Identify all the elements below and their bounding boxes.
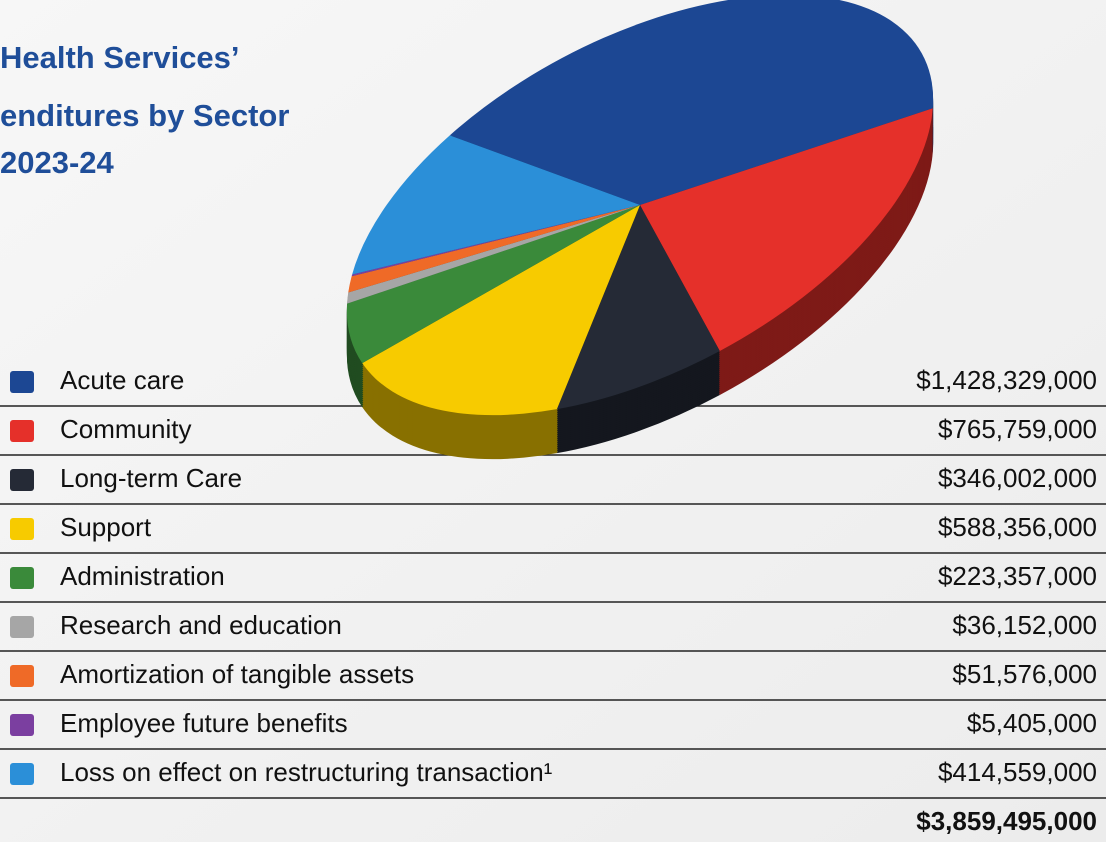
category-label: Support bbox=[60, 512, 152, 542]
legend-swatch bbox=[10, 763, 34, 785]
category-label: Administration bbox=[60, 561, 225, 591]
pie-slice bbox=[362, 205, 640, 416]
category-label: Research and education bbox=[60, 610, 342, 640]
category-label: Acute care bbox=[60, 365, 184, 395]
pie-slice bbox=[346, 205, 640, 364]
value-label: $36,152,000 bbox=[952, 610, 1097, 640]
value-label: $414,559,000 bbox=[938, 757, 1097, 787]
value-label: $223,357,000 bbox=[938, 561, 1097, 591]
category-label: Employee future benefits bbox=[60, 708, 348, 738]
pie-slice bbox=[556, 205, 720, 410]
value-label: $346,002,000 bbox=[938, 463, 1097, 493]
category-label: Community bbox=[60, 414, 191, 444]
legend-swatch bbox=[10, 567, 34, 589]
title-line: Health Services’ bbox=[0, 40, 240, 75]
pie bbox=[346, 0, 934, 460]
legend-swatch bbox=[10, 469, 34, 491]
value-label: $1,428,329,000 bbox=[916, 365, 1097, 395]
title-line: enditures by Sector bbox=[0, 98, 289, 133]
pie-slice bbox=[449, 0, 934, 205]
value-label: $588,356,000 bbox=[938, 512, 1097, 542]
category-label: Long-term Care bbox=[60, 463, 242, 493]
pie-top bbox=[346, 0, 934, 416]
legend-swatch bbox=[10, 518, 34, 540]
value-label: $765,759,000 bbox=[938, 414, 1097, 444]
category-label: Loss on effect on restructuring transact… bbox=[60, 757, 553, 787]
value-label: $51,576,000 bbox=[952, 659, 1097, 689]
value-label: $5,405,000 bbox=[967, 708, 1097, 738]
legend-swatch bbox=[10, 616, 34, 638]
total-label: $3,859,495,000 bbox=[916, 806, 1097, 836]
category-label: Amortization of tangible assets bbox=[60, 659, 414, 689]
legend-swatch bbox=[10, 420, 34, 442]
pie-slice bbox=[640, 108, 933, 352]
legend-swatch bbox=[10, 371, 34, 393]
legend-swatch bbox=[10, 714, 34, 736]
title-line: 2023-24 bbox=[0, 145, 115, 180]
pie-slice bbox=[352, 135, 640, 275]
legend-swatch bbox=[10, 665, 34, 687]
